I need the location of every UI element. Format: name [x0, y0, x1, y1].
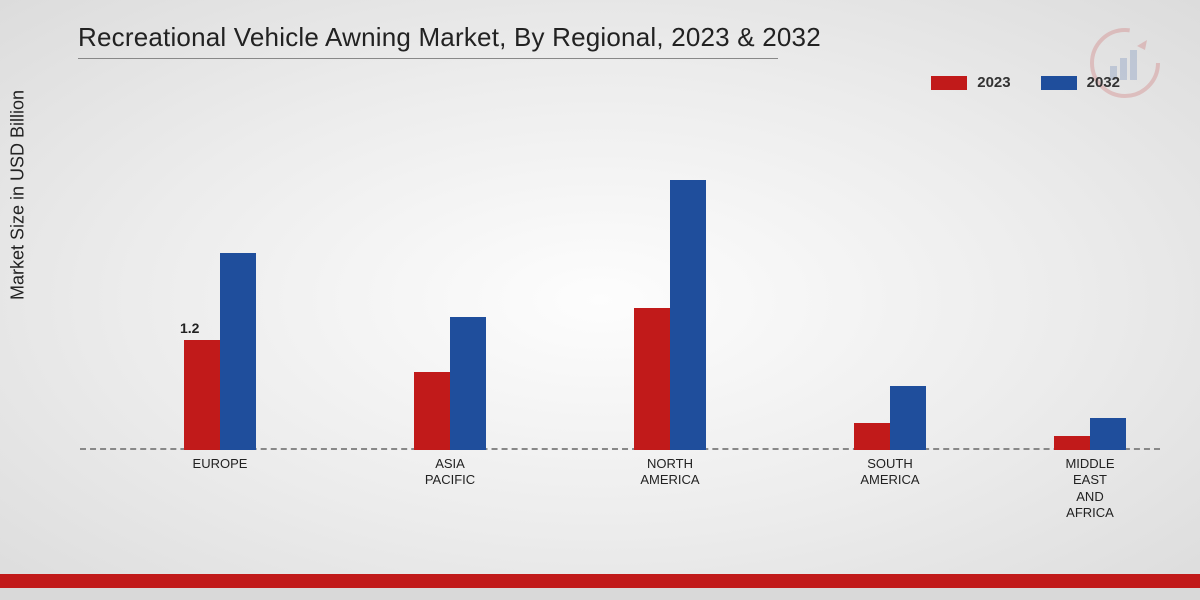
- bar-group: [585, 180, 755, 450]
- bar-group: [365, 317, 535, 450]
- legend-label-2023: 2023: [977, 74, 1010, 91]
- x-tick-label: EUROPE: [135, 456, 305, 472]
- bar-2032: [220, 253, 256, 450]
- bar-2023: [414, 372, 450, 450]
- legend-label-2032: 2032: [1087, 74, 1120, 91]
- footer-grey-bar: [0, 588, 1200, 600]
- legend-item-2032: 2032: [1041, 74, 1120, 91]
- legend-swatch-2032: [1041, 76, 1077, 90]
- bar-2023: [634, 308, 670, 450]
- title-underline: [78, 58, 778, 59]
- x-tick-label: MIDDLE EAST AND AFRICA: [1005, 456, 1175, 521]
- bar-2032: [670, 180, 706, 450]
- y-axis-label: Market Size in USD Billion: [8, 90, 29, 300]
- bar-2032: [1090, 418, 1126, 450]
- x-tick-label: NORTH AMERICA: [585, 456, 755, 489]
- legend-swatch-2023: [931, 76, 967, 90]
- chart-canvas: Recreational Vehicle Awning Market, By R…: [0, 0, 1200, 600]
- x-tick-label: ASIA PACIFIC: [365, 456, 535, 489]
- footer-accent-bar: [0, 574, 1200, 588]
- legend-item-2023: 2023: [931, 74, 1010, 91]
- chart-title: Recreational Vehicle Awning Market, By R…: [78, 22, 821, 53]
- bar-value-label: 1.2: [180, 320, 199, 336]
- bar-2023: [184, 340, 220, 450]
- plot-area: 1.2: [80, 120, 1160, 450]
- bar-group: [805, 386, 975, 450]
- bar-group: 1.2: [135, 253, 305, 450]
- legend: 2023 2032: [931, 74, 1120, 91]
- bar-2032: [450, 317, 486, 450]
- bar-group: [1005, 418, 1175, 450]
- bar-2032: [890, 386, 926, 450]
- x-tick-label: SOUTH AMERICA: [805, 456, 975, 489]
- x-axis-labels: EUROPE ASIA PACIFIC NORTH AMERICA SOUTH AME…: [80, 456, 1160, 536]
- bar-2023: [854, 423, 890, 451]
- bar-2023: [1054, 436, 1090, 450]
